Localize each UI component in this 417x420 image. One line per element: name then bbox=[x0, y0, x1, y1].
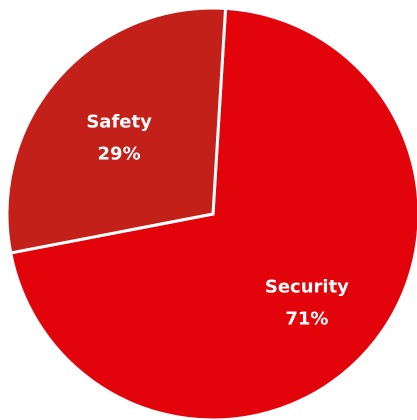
pie-slices bbox=[5, 6, 417, 420]
slice-value-safety: 29% bbox=[98, 143, 141, 164]
slice-value-security: 71% bbox=[285, 309, 328, 330]
slice-label-safety: Safety bbox=[86, 111, 152, 132]
slice-labels: Security 71% Safety 29% bbox=[86, 111, 349, 329]
slice-label-security: Security bbox=[265, 277, 349, 298]
pie-slice-safety bbox=[5, 6, 228, 255]
